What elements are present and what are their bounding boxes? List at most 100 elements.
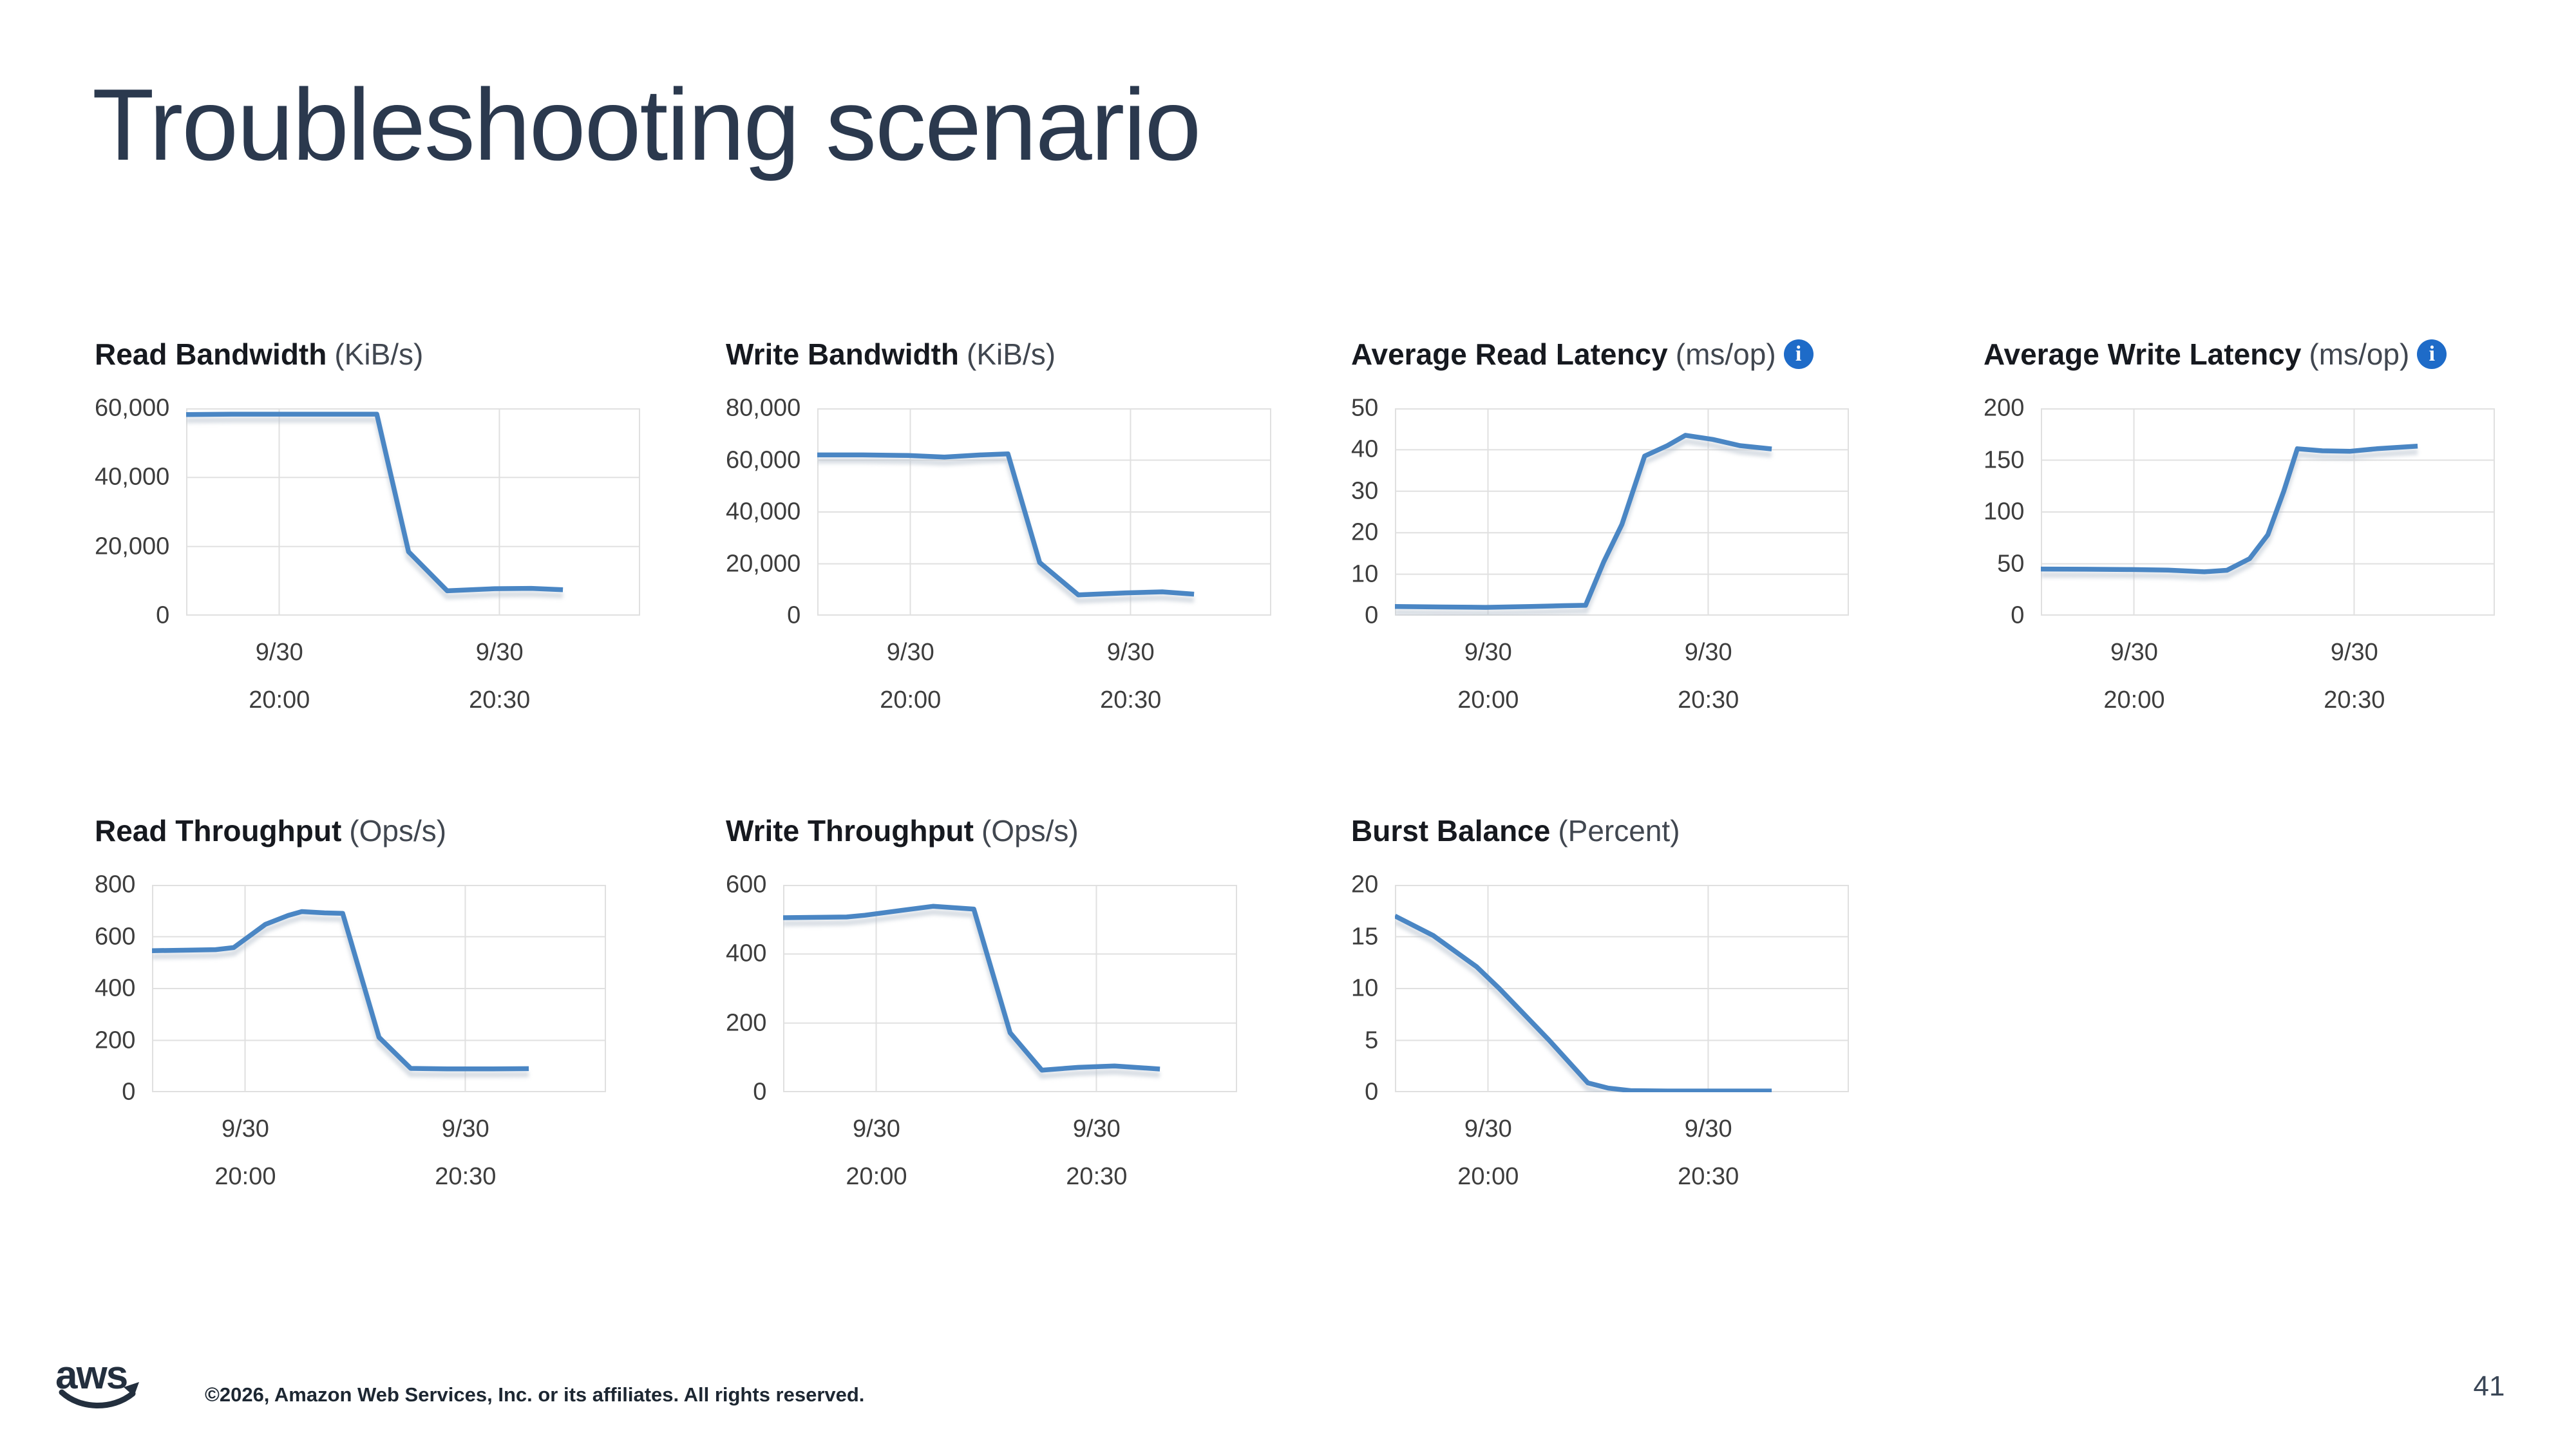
y-tick-label: 20 — [1351, 871, 1379, 898]
x-tick-label: 9/30 20:30 — [2324, 639, 2385, 714]
x-tick-label: 9/30 20:00 — [2103, 639, 2165, 714]
data-line — [1395, 433, 1772, 610]
x-tick-label: 9/30 20:00 — [880, 639, 942, 714]
chart-unit-text: (ms/op) — [1675, 337, 1776, 371]
x-tick-label: 9/30 20:00 — [1457, 639, 1519, 714]
x-tick-label: 9/30 20:30 — [1066, 1115, 1128, 1190]
x-tick-label: 9/30 20:00 — [214, 1115, 276, 1190]
y-tick-label: 150 — [1984, 446, 2025, 473]
y-tick-label: 0 — [1365, 1078, 1379, 1106]
y-tick-label: 5 — [1365, 1027, 1379, 1054]
plot-area: 9/30 20:00 9/30 20:30 — [783, 885, 1238, 1190]
x-tick-label: 9/30 20:30 — [1678, 1115, 1739, 1190]
chart-title-text: Read Throughput — [95, 813, 342, 848]
y-tick-label: 50 — [1351, 394, 1379, 422]
chart-unit-text: (KiB/s) — [967, 337, 1056, 371]
y-tick-label: 10 — [1351, 560, 1379, 588]
y-tick-label: 20 — [1351, 518, 1379, 546]
footer-copyright: ©2026, Amazon Web Services, Inc. or its … — [205, 1383, 865, 1406]
page-number: 41 — [2473, 1370, 2505, 1402]
y-axis: 2000200400600800 — [95, 871, 152, 1106]
chart-title: Read Throughput (Ops/s) — [95, 813, 446, 849]
x-tick-label: 9/30 20:30 — [1100, 639, 1162, 714]
smile-swoosh-icon — [59, 1389, 136, 1408]
y-tick-label: 0 — [787, 601, 801, 629]
data-line — [783, 904, 1160, 1073]
chart-unit-text: (KiB/s) — [334, 337, 424, 371]
y-tick-label: 10 — [1351, 974, 1379, 1002]
chart-title: Write Bandwidth (KiB/s) — [726, 336, 1056, 372]
chart-card-4: Read Throughput (Ops/s) 2000200400600800… — [95, 813, 674, 1264]
y-tick-label: 0 — [122, 1078, 136, 1106]
chart-title-text: Average Read Latency — [1351, 337, 1668, 371]
chart-unit-text: (ms/op) — [2309, 337, 2410, 371]
y-tick-label: 200 — [1984, 394, 2025, 422]
y-axis: 1005101520 — [1351, 871, 1395, 1106]
y-tick-label: 400 — [95, 974, 136, 1002]
chart-card-2: Average Read Latency (ms/op) i 100102030… — [1351, 336, 1931, 787]
plot-area: 9/30 20:00 9/30 20:30 — [186, 408, 641, 714]
data-line — [2041, 444, 2418, 574]
y-tick-label: 60,000 — [95, 394, 170, 422]
x-tick-label: 9/30 20:30 — [435, 1115, 497, 1190]
data-line — [817, 451, 1195, 598]
x-tick-label: 9/30 20:00 — [846, 1115, 907, 1190]
y-tick-label: 600 — [95, 923, 136, 950]
x-axis: 9/30 20:00 9/30 20:30 — [817, 616, 1271, 719]
info-icon[interactable]: i — [1783, 339, 1814, 369]
y-axis: 1001020304050 — [1351, 395, 1395, 629]
y-tick-label: 50 — [1997, 550, 2025, 577]
chart-card-1: Write Bandwidth (KiB/s) 20,000020,00040,… — [726, 336, 1305, 787]
chart-title: Average Read Latency (ms/op) i — [1351, 336, 1814, 372]
x-tick-label: 9/30 20:00 — [249, 639, 310, 714]
y-tick-label: 0 — [753, 1078, 767, 1106]
x-axis: 9/30 20:00 9/30 20:30 — [1395, 1092, 1849, 1195]
y-tick-label: 15 — [1351, 923, 1379, 950]
y-tick-label: 100 — [1984, 498, 2025, 526]
y-tick-label: 40 — [1351, 435, 1379, 463]
y-tick-label: 400 — [726, 940, 767, 967]
y-tick-label: 200 — [95, 1027, 136, 1054]
x-tick-label: 9/30 20:30 — [469, 639, 531, 714]
chart-title-text: Average Write Latency — [1984, 337, 2302, 371]
y-tick-label: 30 — [1351, 477, 1379, 505]
chart-unit-text: (Ops/s) — [981, 813, 1079, 848]
aws-logo-text: aws — [55, 1356, 127, 1397]
plot-area: 9/30 20:00 9/30 20:30 — [2041, 408, 2496, 714]
chart-unit-text: (Percent) — [1558, 813, 1680, 848]
y-axis: 2000200400600 — [726, 871, 783, 1106]
chart-title-text: Write Throughput — [726, 813, 974, 848]
data-line — [152, 909, 529, 1072]
y-tick-label: 60,000 — [726, 446, 801, 473]
y-tick-label: 40,000 — [726, 498, 801, 526]
x-axis: 9/30 20:00 9/30 20:30 — [1395, 616, 1849, 719]
chart-title-text: Write Bandwidth — [726, 337, 960, 371]
chart-unit-text: (Ops/s) — [349, 813, 447, 848]
chart-title-text: Read Bandwidth — [95, 337, 327, 371]
data-line — [1395, 913, 1772, 1092]
chart-title-text: Burst Balance — [1351, 813, 1551, 848]
y-tick-label: 20,000 — [95, 533, 170, 560]
chart-title: Read Bandwidth (KiB/s) — [95, 336, 423, 372]
plot-area: 9/30 20:00 9/30 20:30 — [817, 408, 1272, 714]
smile-arrow-icon — [124, 1382, 139, 1396]
chart-title: Write Throughput (Ops/s) — [726, 813, 1079, 849]
aws-logo: aws — [55, 1353, 152, 1412]
y-axis: 100050100150200 — [1984, 395, 2041, 629]
x-axis: 9/30 20:00 9/30 20:30 — [783, 1092, 1237, 1195]
info-icon[interactable]: i — [2417, 339, 2447, 369]
y-tick-label: 80,000 — [726, 394, 801, 422]
y-tick-label: 600 — [726, 871, 767, 898]
chart-card-0: Read Bandwidth (KiB/s) 20,000020,00040,0… — [95, 336, 674, 787]
x-tick-label: 9/30 20:30 — [1678, 639, 1739, 714]
data-line — [186, 412, 564, 594]
plot-area: 9/30 20:00 9/30 20:30 — [152, 885, 607, 1190]
y-tick-label: 20,000 — [726, 550, 801, 577]
plot-area: 9/30 20:00 9/30 20:30 — [1395, 885, 1850, 1190]
